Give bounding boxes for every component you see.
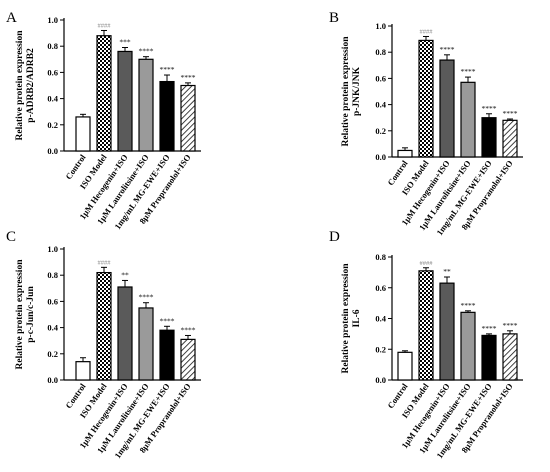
y-tick-label: 0.0 [47,146,58,156]
significance-label: ** [443,267,451,276]
y-tick-label: 0.0 [375,375,386,385]
y-tick-label: 0.6 [47,67,58,77]
y-tick-label: 0.0 [375,152,386,162]
y-tick-label: 1.0 [47,15,58,25]
y-tick-label: 0.8 [47,270,58,280]
chart-panel-a: A Relative protein expression p-ADRB2/ADRB… [6,10,201,231]
chart-panel-d: D Relative protein expression IL-6 0.0 0.2 0.… [329,229,523,460]
bar-6 [502,333,518,381]
y-axis-sublabel: p-JNK/JNK [352,66,362,116]
bar-2 [96,35,112,152]
panel-label: B [329,10,339,26]
bar-2 [418,270,434,381]
y-axis-label: Relative protein expression [15,259,25,370]
bar-4 [138,307,154,381]
bar-4 [460,311,476,381]
bar-2 [96,271,112,381]
y-tick-label: 0.8 [375,252,386,262]
y-tick-label: 1.0 [375,21,386,31]
y-tick-label: 0.6 [47,296,58,306]
bar-5 [159,329,175,381]
significance-label: **** [461,67,476,76]
bar-6 [180,84,196,152]
significance-label: **** [482,324,497,333]
bar-1 [397,351,413,381]
significance-label: **** [482,104,497,113]
significance-label: **** [503,109,518,118]
significance-label: **** [461,301,476,310]
bar-2 [418,39,434,158]
y-axis-label: Relative protein expression [341,36,351,147]
y-tick-label: 0.8 [47,41,58,51]
y-tick-label: 0.4 [47,323,58,333]
significance-label: **** [139,47,154,56]
y-axis-label: Relative protein expression [15,30,25,141]
significance-label: **** [503,321,518,330]
significance-label: #### [420,28,434,35]
significance-label: #### [98,22,112,29]
panel-label: A [6,10,17,26]
y-tick-label: 0.4 [375,314,386,324]
y-tick-label: 0.8 [375,47,386,57]
y-tick-label: 0.2 [47,349,58,359]
y-tick-label: 1.0 [47,244,58,254]
significance-label: **** [181,325,196,334]
significance-label: *** [119,38,131,47]
bar-6 [180,338,196,381]
bar-1 [75,116,91,152]
panel-label: D [329,229,340,245]
bar-5 [159,80,175,152]
bar-3 [117,50,133,152]
bar-3 [439,59,455,158]
bar-4 [138,58,154,152]
y-axis-sublabel: p-ADRB2/ADRB2 [26,48,36,123]
panel-label: C [6,229,16,245]
bar-3 [117,286,133,381]
significance-label: ** [121,270,129,279]
significance-label: #### [420,260,434,267]
chart-panel-c: C Relative protein expression p-c-Jun/c-Ju… [6,229,201,460]
y-tick-label: 0.2 [47,120,58,130]
y-tick-label: 0.4 [47,94,58,104]
y-axis-label: Relative protein expression [341,263,351,374]
significance-label: #### [98,259,112,266]
bar-1 [397,149,413,158]
y-tick-label: 0.0 [47,375,58,385]
bar-6 [502,119,518,158]
bar-4 [460,81,476,158]
y-tick-label: 0.6 [375,283,386,293]
y-tick-label: 0.2 [375,126,386,136]
significance-label: **** [160,316,175,325]
significance-label: **** [160,65,175,74]
significance-label: **** [440,45,455,54]
significance-label: **** [181,73,196,82]
y-axis-sublabel: IL-6 [352,309,362,327]
y-tick-label: 0.4 [375,100,386,110]
significance-label: **** [139,293,154,302]
y-axis-sublabel: p-c-Jun/c-Jun [26,286,36,343]
bar-1 [75,361,91,381]
bar-5 [481,117,497,158]
y-tick-label: 0.2 [375,344,386,354]
bar-5 [481,334,497,381]
bar-3 [439,282,455,381]
y-tick-label: 0.6 [375,73,386,83]
